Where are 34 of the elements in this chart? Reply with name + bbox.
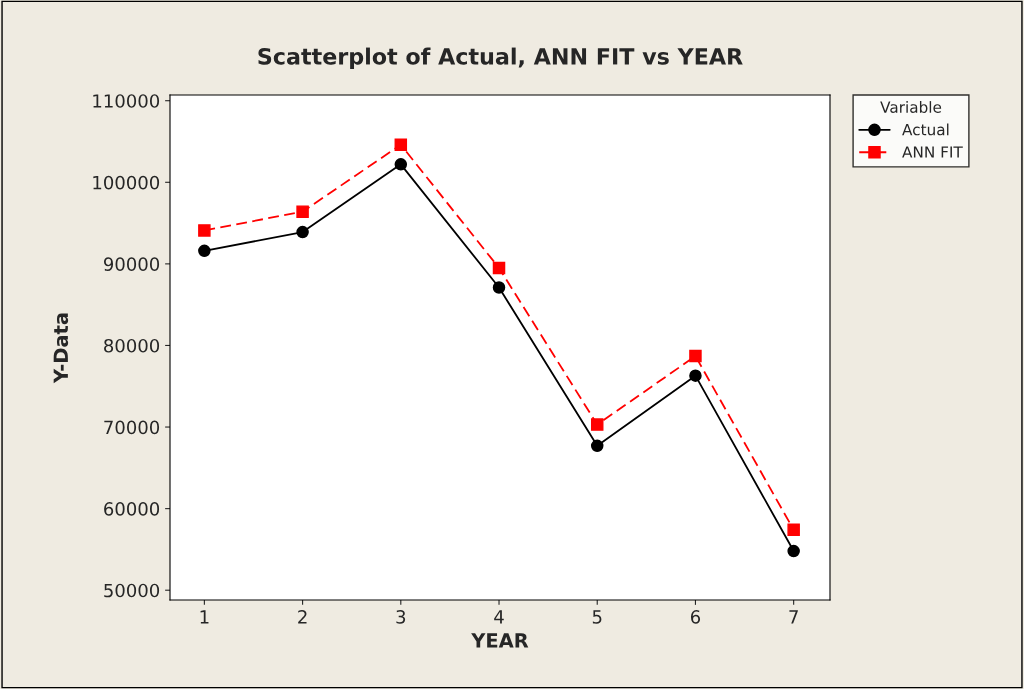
- x-axis-title: YEAR: [471, 633, 529, 648]
- x-tick-label: 7: [789, 610, 798, 624]
- y-tick-label: 80000: [104, 338, 160, 353]
- y-tick-label: 60000: [104, 502, 160, 516]
- point: [296, 205, 309, 218]
- y-tick-label: 70000: [104, 420, 160, 435]
- point: [590, 418, 604, 431]
- x-tick-label: 2: [298, 610, 307, 624]
- y-tick-label: 90000: [103, 257, 160, 271]
- point: [394, 158, 408, 171]
- point: [689, 369, 702, 382]
- legend-title: Variable: [880, 101, 942, 113]
- x-tick-label: 6: [690, 610, 701, 624]
- point: [492, 281, 506, 294]
- point: [198, 244, 211, 258]
- x-tick-label: 1: [200, 610, 209, 624]
- x-tick-label: 5: [592, 610, 602, 624]
- chart-title: Scatterplot of Actual, ANN FIT vs YEAR: [258, 47, 743, 70]
- point: [590, 439, 604, 453]
- y-tick-label: 100000: [93, 175, 160, 190]
- legend-label: ANN FIT: [902, 146, 963, 158]
- point: [787, 523, 800, 537]
- point: [492, 261, 506, 275]
- point: [787, 544, 800, 558]
- point: [394, 138, 408, 152]
- x-tick-label: 4: [494, 610, 504, 624]
- y-axis-title: Y-Data: [53, 313, 69, 384]
- point: [296, 225, 309, 239]
- x-tick-label: 3: [396, 610, 406, 624]
- point: [689, 349, 702, 363]
- legend-label: Actual: [902, 123, 949, 136]
- point: [198, 224, 211, 237]
- y-tick-label: 50000: [104, 583, 160, 598]
- y-tick-label: 110000: [93, 94, 160, 108]
